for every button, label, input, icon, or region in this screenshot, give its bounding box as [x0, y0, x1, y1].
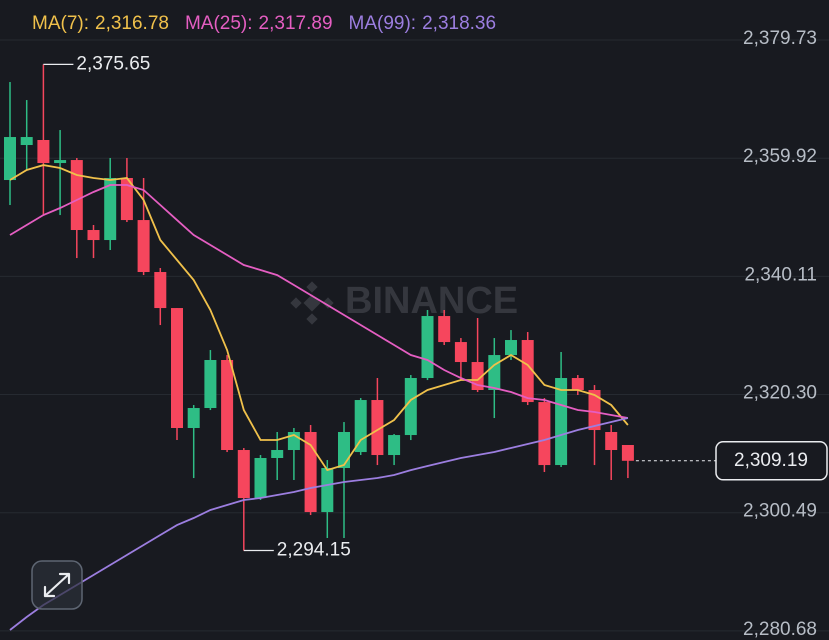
ma-line — [9, 164, 629, 472]
candle-body — [237, 450, 250, 499]
expand-icon — [43, 572, 71, 598]
candle-body — [621, 444, 634, 461]
y-tick-label: 2,320.30 — [743, 383, 817, 404]
legend-entry: MA(25): 2,317.89 — [185, 13, 333, 34]
candle-body — [204, 359, 217, 409]
candle-body — [154, 272, 167, 309]
candle-body — [54, 160, 67, 164]
candle-body — [354, 400, 367, 453]
ma-line — [9, 417, 629, 631]
candle-body — [187, 408, 200, 428]
legend-name: MA(7): — [32, 13, 89, 34]
expand-button[interactable] — [31, 560, 83, 610]
max-label: 2,375.65 — [76, 53, 150, 74]
plot: 2,375.65 2,294.15 2,309.19 — [4, 53, 828, 631]
candle-body — [104, 177, 117, 241]
candle-body — [87, 230, 100, 241]
candle-body — [538, 402, 551, 466]
candle-body — [388, 435, 401, 456]
candle-body — [454, 342, 467, 363]
candle-body — [338, 431, 350, 469]
candle-body — [321, 468, 334, 513]
candle-body — [70, 160, 83, 231]
candle-body — [304, 431, 317, 513]
current-price-label: 2,309.19 — [734, 450, 808, 471]
grid: 2,379.73 2,359.92 2,340.11 2,320.30 2,300.49… — [0, 28, 829, 640]
watermark-text: BINANCE — [345, 280, 518, 322]
legend-name: MA(99): — [349, 13, 417, 34]
candle-body — [254, 458, 267, 499]
candle-body — [171, 308, 183, 428]
candle-body — [137, 220, 150, 273]
y-tick-label: 2,300.49 — [743, 501, 817, 522]
y-tick-label: 2,280.68 — [743, 619, 817, 640]
legend: MA(7): 2,316.78 MA(25): 2,317.89 MA(99): 2,31… — [32, 13, 496, 34]
min-label: 2,294.15 — [277, 540, 351, 561]
candle-body — [221, 359, 234, 451]
candle-body — [404, 378, 417, 436]
legend-value: 2,317.89 — [259, 13, 333, 34]
legend-value: 2,318.36 — [422, 13, 496, 34]
candle-body — [555, 378, 568, 466]
candle-body — [4, 137, 16, 181]
y-tick-label: 2,359.92 — [743, 146, 817, 167]
legend-name: MA(25): — [185, 13, 253, 34]
candle-body — [37, 140, 50, 164]
legend-entry: MA(7): 2,316.78 — [32, 13, 169, 34]
legend-value: 2,316.78 — [95, 13, 169, 34]
candle-body — [521, 340, 534, 403]
candle-body — [371, 400, 384, 456]
legend-entry: MA(99): 2,318.36 — [349, 13, 497, 34]
candle-body — [421, 316, 434, 379]
current-price-box — [715, 441, 828, 481]
candle-body — [271, 450, 284, 459]
candle-body — [120, 177, 133, 221]
candle-body — [20, 137, 33, 146]
candle-body — [488, 355, 501, 391]
candle-body — [438, 316, 451, 343]
y-tick-label: 2,340.11 — [744, 264, 817, 285]
candle-body — [588, 390, 601, 431]
y-tick-label: 2,379.73 — [743, 28, 817, 49]
candle-body — [605, 431, 618, 451]
candle-body — [505, 340, 517, 356]
ma-line — [9, 184, 629, 419]
candle-body — [571, 378, 584, 391]
